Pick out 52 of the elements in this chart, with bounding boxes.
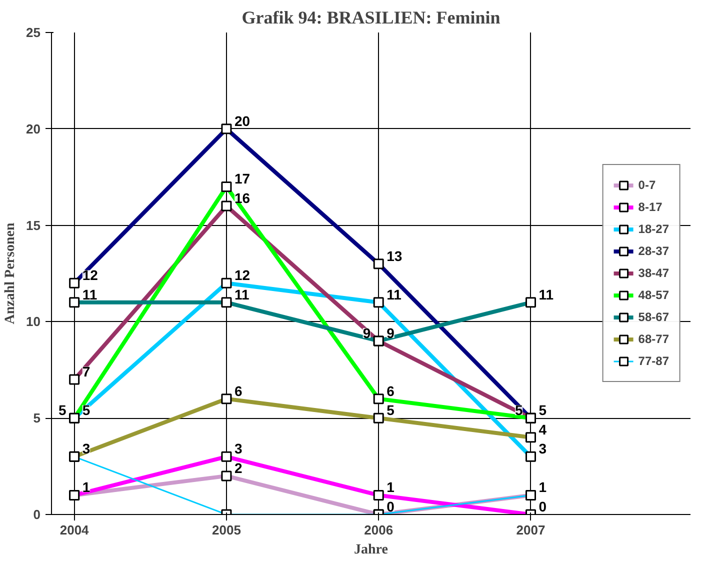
x-axis-title: Jahre bbox=[354, 542, 388, 558]
data-label: 5 bbox=[58, 402, 67, 418]
data-label: 6 bbox=[386, 382, 395, 399]
legend-label: 28-37 bbox=[638, 244, 669, 258]
data-label: 7 bbox=[82, 364, 90, 380]
y-axis-title: Anzahl Personen bbox=[3, 222, 18, 324]
data-label: 3 bbox=[82, 440, 90, 457]
data-label: 3 bbox=[234, 440, 242, 457]
data-label: 11 bbox=[538, 286, 554, 302]
data-label: 5 bbox=[386, 402, 395, 418]
data-label: 1 bbox=[82, 479, 90, 496]
y-tick-label: 5 bbox=[33, 410, 41, 426]
y-tick-label: 15 bbox=[26, 218, 41, 233]
data-label: 17 bbox=[234, 170, 250, 187]
y-tick-label: 10 bbox=[26, 314, 41, 330]
data-label: 16 bbox=[234, 190, 250, 206]
x-tick-label: 2004 bbox=[60, 522, 90, 538]
data-label: 5 bbox=[538, 402, 547, 418]
data-label: 2 bbox=[234, 460, 242, 476]
x-tick-label: 2006 bbox=[364, 522, 394, 538]
y-tick-label: 25 bbox=[26, 25, 41, 40]
data-label: 9 bbox=[386, 324, 395, 341]
chart-title: Grafik 94: BRASILIEN: Feminin bbox=[242, 8, 500, 28]
data-label: 5 bbox=[514, 402, 523, 418]
legend-label: 38-47 bbox=[638, 266, 669, 280]
data-label: 12 bbox=[234, 267, 250, 284]
legend-label: 58-67 bbox=[638, 310, 669, 324]
data-label: 5 bbox=[82, 402, 90, 418]
y-tick-label: 0 bbox=[33, 507, 41, 522]
data-label: 3 bbox=[538, 440, 547, 457]
data-label: 9 bbox=[362, 324, 371, 341]
y-tick-label: 20 bbox=[26, 121, 41, 136]
legend-label: 18-27 bbox=[638, 222, 669, 236]
data-label: 4 bbox=[538, 421, 547, 438]
x-tick-label: 2007 bbox=[516, 522, 546, 538]
data-label: 0 bbox=[538, 498, 547, 514]
data-label: 13 bbox=[386, 248, 402, 264]
legend-label: 0-7 bbox=[638, 178, 657, 192]
data-label: 20 bbox=[234, 112, 250, 129]
data-label: 11 bbox=[386, 286, 402, 302]
legend-label: 8-17 bbox=[638, 200, 662, 214]
legend-label: 77-87 bbox=[638, 354, 669, 368]
legend-label: 48-57 bbox=[638, 288, 669, 302]
data-label: 11 bbox=[82, 286, 98, 302]
data-label: 1 bbox=[386, 479, 395, 496]
x-tick-label: 2005 bbox=[212, 522, 241, 538]
data-label: 1 bbox=[538, 479, 547, 496]
data-label: 6 bbox=[234, 382, 242, 399]
data-label: 0 bbox=[386, 498, 395, 514]
data-label: 11 bbox=[234, 286, 250, 302]
data-label: 12 bbox=[82, 267, 98, 284]
legend-label: 68-77 bbox=[638, 332, 669, 346]
